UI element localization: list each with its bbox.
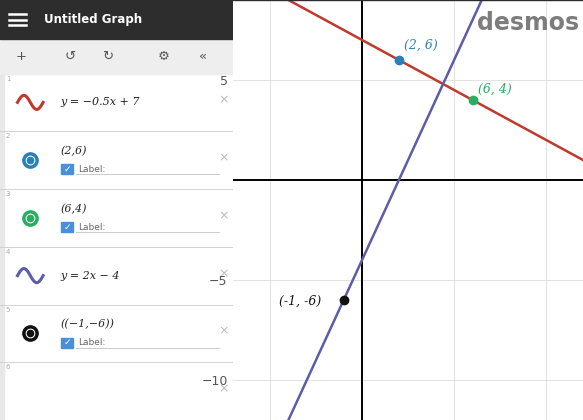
Text: (-1, -6): (-1, -6) bbox=[279, 295, 321, 308]
Bar bbox=[0, 304, 4, 362]
Text: Label:: Label: bbox=[78, 223, 106, 231]
FancyBboxPatch shape bbox=[61, 338, 73, 348]
Text: (6,4): (6,4) bbox=[61, 203, 87, 214]
Bar bbox=[0, 189, 4, 247]
Text: (2,6): (2,6) bbox=[61, 146, 87, 156]
Text: «: « bbox=[199, 50, 207, 63]
Bar bbox=[0, 39, 233, 74]
Bar bbox=[0, 0, 233, 39]
Text: (2, 6): (2, 6) bbox=[405, 39, 438, 52]
Bar bbox=[0, 74, 233, 420]
Text: ((−1,−6)): ((−1,−6)) bbox=[61, 319, 115, 329]
Text: 1: 1 bbox=[6, 76, 10, 81]
Text: y = 2x − 4: y = 2x − 4 bbox=[61, 270, 120, 281]
Text: ×: × bbox=[219, 267, 229, 280]
Text: ×: × bbox=[219, 383, 229, 396]
Text: ×: × bbox=[219, 94, 229, 107]
Text: Label:: Label: bbox=[78, 165, 106, 174]
Text: ×: × bbox=[219, 152, 229, 165]
Text: Untitled Graph: Untitled Graph bbox=[44, 13, 142, 26]
FancyBboxPatch shape bbox=[61, 164, 73, 174]
Text: 3: 3 bbox=[6, 191, 10, 197]
Text: ✓: ✓ bbox=[63, 338, 71, 347]
Text: desmos: desmos bbox=[477, 10, 580, 34]
Text: (6, 4): (6, 4) bbox=[478, 83, 512, 96]
Bar bbox=[0, 131, 4, 189]
FancyBboxPatch shape bbox=[61, 222, 73, 232]
Text: Label:: Label: bbox=[78, 338, 106, 347]
Text: 2: 2 bbox=[6, 134, 10, 139]
Text: 4: 4 bbox=[6, 249, 10, 255]
Text: +: + bbox=[16, 50, 26, 63]
Bar bbox=[0, 362, 4, 420]
Text: ×: × bbox=[219, 325, 229, 338]
Text: ✓: ✓ bbox=[63, 223, 71, 231]
Text: ↻: ↻ bbox=[101, 50, 113, 63]
Text: ✓: ✓ bbox=[63, 165, 71, 174]
Text: y = −0.5x + 7: y = −0.5x + 7 bbox=[61, 97, 140, 108]
Text: ×: × bbox=[219, 209, 229, 222]
Text: ↺: ↺ bbox=[64, 50, 76, 63]
Text: 6: 6 bbox=[6, 364, 10, 370]
Bar bbox=[0, 247, 4, 304]
Text: 5: 5 bbox=[6, 307, 10, 312]
Text: ⚙: ⚙ bbox=[157, 50, 169, 63]
Bar bbox=[0, 74, 4, 131]
